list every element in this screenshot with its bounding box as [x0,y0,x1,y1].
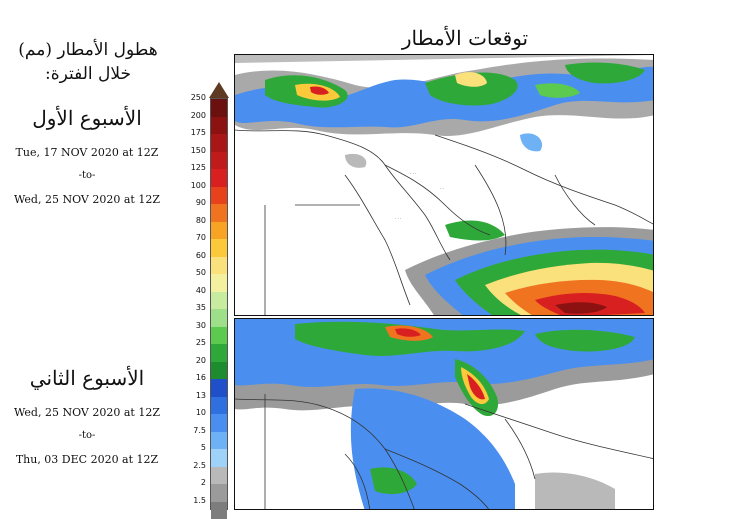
colorbar-tick-label: 125 [172,163,206,172]
colorbar-tick-label: 13 [172,391,206,400]
colorbar-segment [211,379,227,397]
colorbar-arrow-icon [209,82,229,98]
colorbar-segment [211,449,227,467]
colorbar-tick-label: 20 [172,356,206,365]
colorbar-tick-label: 100 [172,181,206,190]
colorbar-segment [211,432,227,450]
colorbar [210,98,228,510]
colorbar-tick-label: 7.5 [172,426,206,435]
svg-text:· · ·: · · · [395,216,401,221]
week1-to: Wed, 25 NOV 2020 at 12Z [2,193,172,206]
colorbar-tick-label: 2.5 [172,461,206,470]
colorbar-segment [211,257,227,275]
colorbar-segment [211,344,227,362]
legend-title: هطول الأمطار (مم) خلال الفترة: [8,38,168,86]
week2-to: Thu, 03 DEC 2020 at 12Z [2,453,172,466]
colorbar-tick-label: 90 [172,198,206,207]
colorbar-tick-label: 30 [172,321,206,330]
colorbar-segment [211,222,227,240]
page-title: توقعات الأمطار [340,26,590,50]
colorbar-segment [211,169,227,187]
map-week1: · · · · · · · · [234,54,654,316]
colorbar-tick-label: 10 [172,408,206,417]
svg-text:· · ·: · · · [410,171,416,176]
week2-to-label: -to- [2,430,172,441]
colorbar-tick-label: 175 [172,128,206,137]
colorbar-tick-label: 25 [172,338,206,347]
colorbar-segment [211,239,227,257]
colorbar-tick-label: 70 [172,233,206,242]
colorbar-segment [211,467,227,485]
colorbar-tick-label: 80 [172,216,206,225]
colorbar-segment [211,152,227,170]
colorbar-segment [211,274,227,292]
colorbar-segment [211,204,227,222]
colorbar-segment [211,327,227,345]
colorbar-tick-label: 2 [172,478,206,487]
colorbar-segment [211,187,227,205]
colorbar-tick-label: 60 [172,251,206,260]
map-week2 [234,318,654,510]
map-week2-svg [235,319,654,510]
colorbar-tick-label: 35 [172,303,206,312]
colorbar-segment [211,292,227,310]
week2-title: الأسبوع الثاني [2,366,172,390]
legend-title-line1: هطول الأمطار (مم) [8,38,168,62]
colorbar-segment [211,414,227,432]
colorbar-segment [211,309,227,327]
colorbar-segment [211,99,227,117]
week1-title: الأسبوع الأول [2,106,172,130]
week1-from: Tue, 17 NOV 2020 at 12Z [2,146,172,159]
colorbar-segment [211,134,227,152]
colorbar-segment [211,502,227,519]
colorbar-tick-label: 250 [172,93,206,102]
colorbar-tick-label: 16 [172,373,206,382]
legend-title-line2: خلال الفترة: [8,62,168,86]
colorbar-tick-label: 1.5 [172,496,206,505]
week2-from: Wed, 25 NOV 2020 at 12Z [2,406,172,419]
colorbar-tick-label: 40 [172,286,206,295]
colorbar-segment [211,397,227,415]
colorbar-segment [211,484,227,502]
colorbar-tick-label: 5 [172,443,206,452]
colorbar-segment [211,362,227,380]
colorbar-tick-label: 50 [172,268,206,277]
colorbar-tick-label: 150 [172,146,206,155]
svg-text:· ·: · · [440,186,444,191]
colorbar-tick-label: 200 [172,111,206,120]
colorbar-segment [211,117,227,135]
week1-to-label: -to- [2,170,172,181]
map-week1-svg: · · · · · · · · [235,55,654,316]
